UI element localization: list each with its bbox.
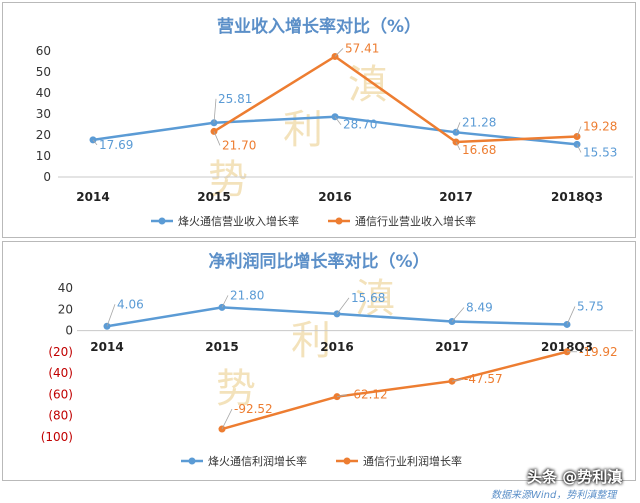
- data-label: 16.68: [462, 143, 496, 157]
- data-label: 28.70: [343, 118, 377, 132]
- data-label: -62.12: [349, 388, 388, 402]
- leader-line: [455, 141, 461, 151]
- chart-title: 营业收入增长率对比（%）: [216, 17, 422, 37]
- legend-label: 通信行业营业收入增长率: [355, 214, 476, 228]
- legend-label: 烽火通信利润增长率: [208, 454, 307, 468]
- leader-line: [566, 306, 576, 325]
- series-line: [213, 54, 578, 144]
- leader-line: [451, 378, 463, 382]
- leader-line: [221, 408, 233, 430]
- data-label: 15.68: [351, 291, 385, 305]
- y-tick-label: 10: [36, 149, 51, 163]
- source-note: 数据来源Wind，势利滇整理: [491, 490, 617, 501]
- watermark-char: 利: [283, 107, 323, 153]
- leader-line: [92, 139, 98, 146]
- leader-line: [334, 116, 342, 125]
- legend-marker: [158, 217, 166, 225]
- x-tick-label: 2017: [435, 340, 468, 354]
- y-tick-label: 20: [58, 302, 73, 316]
- legend-label: 烽火通信营业收入增长率: [178, 214, 299, 228]
- y-tick-label: (100): [41, 430, 73, 444]
- y-tick-label: (80): [48, 409, 73, 423]
- x-tick-label: 2014: [90, 340, 123, 354]
- x-tick-label: 2017: [439, 190, 472, 204]
- author-badge: 头条 @势利滇: [527, 468, 623, 486]
- chart-title: 净利润同比增长率对比（%）: [208, 252, 430, 272]
- leader-line: [334, 48, 344, 57]
- data-label: -19.92: [579, 345, 618, 359]
- x-tick-label: 2015: [205, 340, 238, 354]
- leader-line: [106, 304, 116, 327]
- leader-line: [336, 394, 348, 398]
- legend-marker: [343, 457, 351, 465]
- y-tick-label: 40: [36, 86, 51, 100]
- x-tick-label: 2016: [320, 340, 353, 354]
- leader-line: [576, 144, 582, 153]
- leader-line: [221, 295, 229, 308]
- x-tick-label: 2018Q3: [551, 190, 603, 204]
- y-tick-label: 40: [58, 281, 73, 295]
- y-tick-label: 0: [65, 324, 73, 338]
- data-label: 4.06: [117, 297, 144, 311]
- data-label: 21.70: [222, 138, 256, 152]
- data-label: 15.53: [583, 145, 617, 159]
- profit-chart-panel: 净利润同比增长率对比（%） 势利滇 40 20 0 (20) (40) (60) (80) (1…: [2, 241, 636, 481]
- legend-marker: [188, 457, 196, 465]
- series-line: [221, 350, 568, 431]
- y-tick-label: 0: [43, 170, 51, 184]
- x-tick-label: 2018Q3: [541, 340, 593, 354]
- data-label: 17.69: [99, 138, 133, 152]
- y-tick-label: (20): [48, 345, 73, 359]
- y-tick-label: 50: [36, 65, 51, 79]
- watermark-char: 利: [291, 318, 331, 364]
- data-label: 57.41: [345, 41, 379, 55]
- y-tick-label: 60: [36, 44, 51, 58]
- legend-marker: [335, 217, 343, 225]
- data-label: -47.57: [464, 372, 503, 386]
- revenue-chart-panel: 营业收入增长率对比（%） 势利滇 0 10 20 30 40 50 60 2014 2015 201…: [2, 2, 636, 238]
- leader-line: [213, 98, 217, 123]
- data-label: 19.28: [583, 120, 617, 134]
- leader-line: [213, 131, 221, 146]
- watermark-char: 势: [208, 157, 248, 203]
- leader-line: [576, 126, 582, 137]
- data-label: 21.80: [230, 288, 264, 302]
- leader-line: [455, 122, 461, 133]
- watermark-char: 势: [216, 366, 256, 412]
- leader-line: [451, 307, 465, 322]
- x-tick-label: 2015: [197, 190, 230, 204]
- x-tick-label: 2014: [76, 190, 109, 204]
- y-tick-label: 30: [36, 107, 51, 121]
- y-tick-label: 20: [36, 128, 51, 142]
- data-label: 5.75: [577, 299, 604, 313]
- data-label: 25.81: [218, 92, 252, 106]
- leader-line: [336, 297, 350, 315]
- y-tick-label: (60): [48, 387, 73, 401]
- data-label: -92.52: [234, 402, 273, 416]
- data-point: [333, 393, 341, 401]
- data-label: 21.28: [462, 115, 496, 129]
- data-label: 8.49: [466, 301, 493, 315]
- x-tick-label: 2016: [318, 190, 351, 204]
- y-tick-label: (40): [48, 366, 73, 380]
- legend-label: 通信行业利润增长率: [363, 454, 462, 468]
